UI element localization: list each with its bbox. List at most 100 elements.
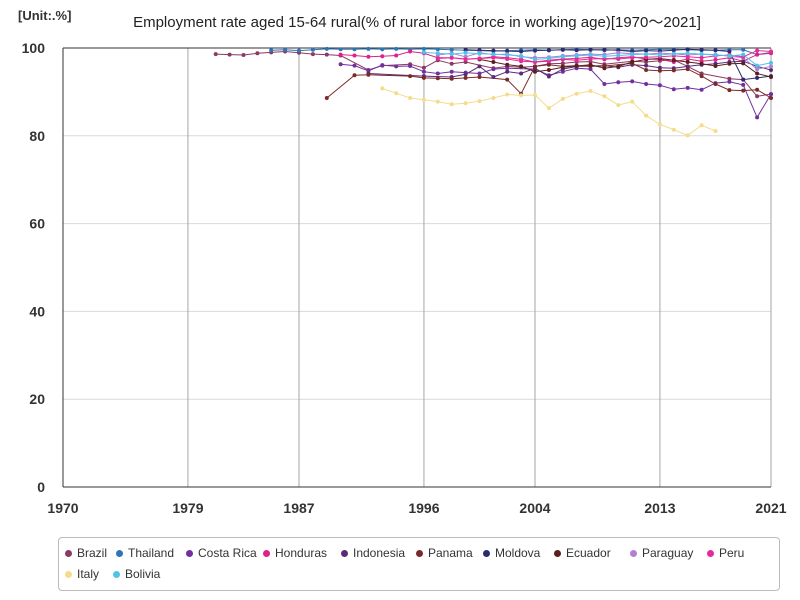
point-italy bbox=[602, 94, 607, 99]
legend-item-ecuador[interactable]: Ecuador bbox=[554, 546, 611, 560]
legend-item-peru[interactable]: Peru bbox=[707, 546, 744, 560]
point-panama bbox=[546, 62, 551, 67]
point-bolivia bbox=[574, 53, 579, 58]
legend-swatch bbox=[263, 550, 270, 557]
y-tick-label: 100 bbox=[22, 40, 46, 56]
point-honduras bbox=[366, 54, 371, 59]
point-thailand bbox=[449, 47, 454, 52]
legend-item-panama[interactable]: Panama bbox=[416, 546, 473, 560]
point-brazil bbox=[449, 61, 454, 66]
point-italy bbox=[657, 122, 662, 127]
point-bolivia bbox=[699, 52, 704, 57]
point-costa-rica bbox=[338, 62, 343, 67]
point-ecuador bbox=[602, 66, 607, 71]
point-italy bbox=[685, 133, 690, 138]
point-costa-rica bbox=[685, 85, 690, 90]
point-moldova bbox=[671, 48, 676, 53]
point-bolivia bbox=[657, 53, 662, 57]
point-costa-rica bbox=[755, 115, 760, 120]
legend-item-costa-rica[interactable]: Costa Rica bbox=[186, 546, 257, 560]
point-italy bbox=[533, 93, 537, 97]
point-indonesia bbox=[505, 69, 510, 74]
x-tick-label: 2021 bbox=[755, 500, 786, 516]
point-italy bbox=[394, 91, 399, 96]
x-tick-label: 2013 bbox=[644, 500, 675, 516]
point-thailand bbox=[297, 48, 301, 53]
legend-item-honduras[interactable]: Honduras bbox=[263, 546, 328, 560]
legend-label: Ecuador bbox=[566, 546, 611, 560]
y-tick-label: 20 bbox=[29, 391, 45, 407]
y-tick-label: 60 bbox=[29, 216, 45, 232]
series-points bbox=[213, 46, 773, 138]
x-tick-label: 1987 bbox=[283, 500, 314, 516]
point-panama bbox=[463, 75, 468, 80]
legend-label: Honduras bbox=[275, 546, 328, 560]
point-italy bbox=[435, 99, 440, 104]
point-italy bbox=[713, 129, 718, 133]
point-thailand bbox=[338, 47, 343, 52]
point-ecuador bbox=[574, 64, 579, 68]
point-indonesia bbox=[491, 75, 496, 79]
point-panama bbox=[644, 68, 649, 72]
point-ecuador bbox=[616, 64, 621, 69]
legend-item-italy[interactable]: Italy bbox=[65, 567, 99, 581]
point-ecuador bbox=[685, 60, 690, 64]
point-costa-rica bbox=[435, 71, 440, 76]
series-line-panama bbox=[326, 62, 772, 99]
point-ecuador bbox=[699, 61, 704, 66]
point-italy bbox=[630, 99, 635, 104]
point-indonesia bbox=[657, 65, 662, 70]
point-peru bbox=[505, 57, 510, 61]
point-costa-rica bbox=[491, 67, 496, 72]
point-costa-rica bbox=[699, 87, 704, 92]
legend-label: Brazil bbox=[77, 546, 108, 560]
point-panama bbox=[741, 88, 746, 93]
point-italy bbox=[616, 103, 621, 108]
point-panama bbox=[657, 68, 662, 73]
legend-item-paraguay[interactable]: Paraguay bbox=[630, 546, 693, 560]
legend-item-bolivia[interactable]: Bolivia bbox=[113, 567, 160, 581]
legend-item-thailand[interactable]: Thailand bbox=[116, 546, 174, 560]
point-ecuador bbox=[727, 61, 732, 66]
point-ecuador bbox=[630, 60, 635, 64]
point-costa-rica bbox=[352, 63, 357, 68]
point-moldova bbox=[741, 77, 746, 82]
series-line-bolivia bbox=[423, 51, 772, 67]
point-bolivia bbox=[505, 53, 510, 57]
point-italy bbox=[505, 92, 510, 97]
point-moldova bbox=[519, 49, 524, 54]
legend-swatch bbox=[483, 550, 490, 557]
point-ecuador bbox=[741, 61, 746, 66]
legend-swatch bbox=[65, 571, 72, 578]
point-costa-rica bbox=[769, 92, 773, 97]
tick-labels: 0 20 40 60 80 100 1970 1979 1987 1996 2004 2013 2021 bbox=[22, 40, 787, 516]
point-bolivia bbox=[491, 52, 496, 57]
point-panama bbox=[671, 68, 676, 73]
point-peru bbox=[588, 57, 593, 61]
point-honduras bbox=[380, 54, 385, 59]
point-bolivia bbox=[769, 60, 773, 65]
point-italy bbox=[463, 101, 468, 106]
legend-label: Indonesia bbox=[353, 546, 406, 560]
point-italy bbox=[560, 96, 565, 101]
point-italy bbox=[519, 93, 524, 98]
point-panama bbox=[408, 74, 413, 79]
legend-item-brazil[interactable]: Brazil bbox=[65, 546, 108, 560]
point-costa-rica bbox=[394, 64, 399, 69]
point-honduras bbox=[755, 52, 760, 57]
point-peru bbox=[769, 49, 773, 54]
point-costa-rica bbox=[727, 79, 732, 84]
point-honduras bbox=[713, 57, 718, 62]
point-bolivia bbox=[685, 51, 690, 56]
legend-item-indonesia[interactable]: Indonesia bbox=[341, 546, 406, 560]
series-line-ecuador bbox=[479, 57, 772, 78]
point-moldova bbox=[685, 47, 690, 52]
point-indonesia bbox=[477, 64, 482, 69]
point-peru bbox=[477, 56, 482, 61]
point-italy bbox=[477, 99, 482, 104]
legend-swatch bbox=[65, 550, 72, 557]
point-bolivia bbox=[741, 52, 746, 57]
point-bolivia bbox=[713, 53, 718, 57]
legend-item-moldova[interactable]: Moldova bbox=[483, 546, 540, 560]
